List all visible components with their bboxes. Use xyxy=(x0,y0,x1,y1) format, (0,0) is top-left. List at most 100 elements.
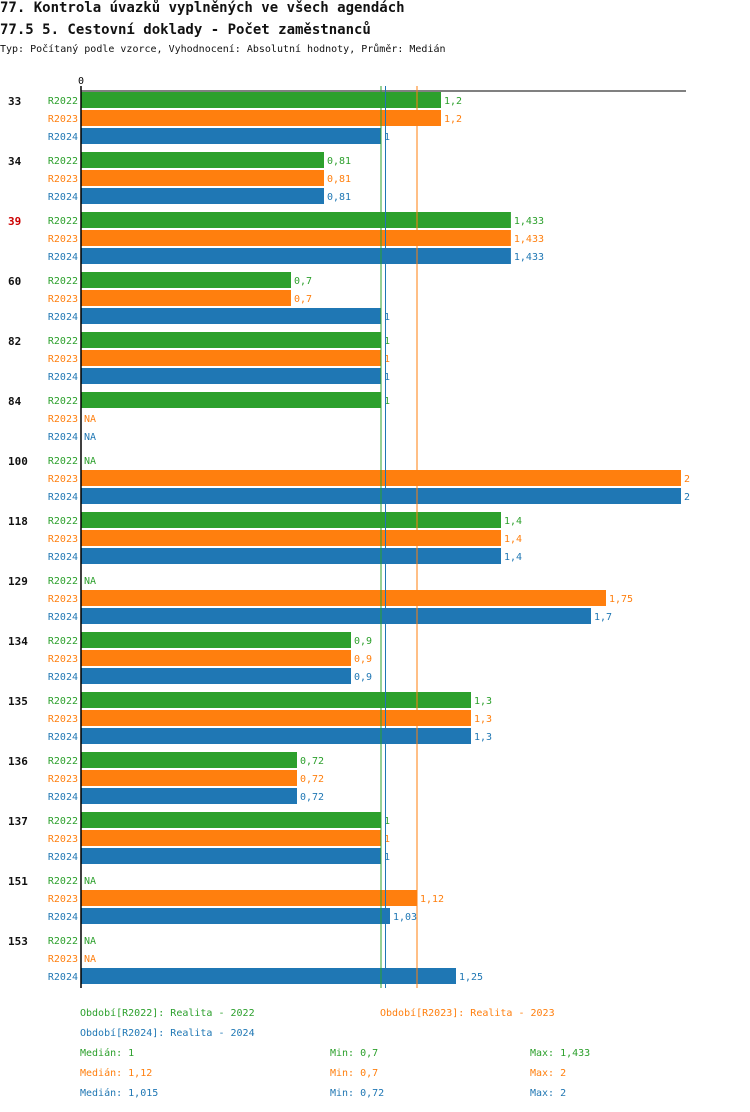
bar-135-R2023 xyxy=(81,710,471,726)
bar-151-R2024 xyxy=(81,908,390,924)
value-label-136-R2022: 0,72 xyxy=(300,756,324,767)
value-label-153-R2024: 1,25 xyxy=(459,972,483,983)
series-label-137-R2023: R2023 xyxy=(48,834,78,845)
series-label-39-R2023: R2023 xyxy=(48,234,78,245)
series-label-134-R2024: R2024 xyxy=(48,672,78,683)
value-label-118-R2024: 1,4 xyxy=(504,552,522,563)
chart-title: 77. Kontrola úvazků vyplněných ve všech … xyxy=(0,0,405,16)
series-label-136-R2022: R2022 xyxy=(48,756,78,767)
bar-34-R2024 xyxy=(81,188,324,204)
bar-137-R2023 xyxy=(81,830,381,846)
series-label-129-R2022: R2022 xyxy=(48,576,78,587)
bar-129-R2023 xyxy=(81,590,606,606)
bar-135-R2022 xyxy=(81,692,471,708)
series-label-39-R2024: R2024 xyxy=(48,252,78,263)
value-label-82-R2024: 1 xyxy=(384,372,390,383)
group-label-135: 135 xyxy=(8,695,28,708)
stat-median-r2024: Medián: 1,015 xyxy=(80,1088,159,1099)
series-label-137-R2024: R2024 xyxy=(48,852,78,863)
group-label-137: 137 xyxy=(8,815,28,828)
group-label-33: 33 xyxy=(8,95,21,108)
value-label-134-R2024: 0,9 xyxy=(354,672,372,683)
bar-60-R2024 xyxy=(81,308,381,324)
value-label-137-R2024: 1 xyxy=(384,852,390,863)
value-label-136-R2023: 0,72 xyxy=(300,774,324,785)
series-label-82-R2024: R2024 xyxy=(48,372,78,383)
value-label-34-R2022: 0,81 xyxy=(327,156,351,167)
bar-60-R2022 xyxy=(81,272,291,288)
series-label-82-R2022: R2022 xyxy=(48,336,78,347)
value-label-134-R2022: 0,9 xyxy=(354,636,372,647)
bar-34-R2023 xyxy=(81,170,324,186)
value-label-33-R2022: 1,2 xyxy=(444,96,462,107)
value-label-100-R2023: 2 xyxy=(684,474,690,485)
group-label-60: 60 xyxy=(8,275,21,288)
value-label-134-R2023: 0,9 xyxy=(354,654,372,665)
series-label-100-R2024: R2024 xyxy=(48,492,78,503)
bar-39-R2022 xyxy=(81,212,511,228)
series-label-84-R2024: R2024 xyxy=(48,432,78,443)
value-label-84-R2022: 1 xyxy=(384,396,390,407)
bar-chart: 0 33 R2022 1,2 R2023 1,2 R2024 134 R2022 0,81 R202… xyxy=(8,76,690,988)
value-label-129-R2023: 1,75 xyxy=(609,594,633,605)
series-label-34-R2023: R2023 xyxy=(48,174,78,185)
group-label-39: 39 xyxy=(8,215,21,228)
series-label-136-R2023: R2023 xyxy=(48,774,78,785)
value-label-39-R2022: 1,433 xyxy=(514,216,544,227)
series-label-84-R2023: R2023 xyxy=(48,414,78,425)
value-label-151-R2024: 1,03 xyxy=(393,912,417,923)
bar-33-R2022 xyxy=(81,92,441,108)
series-label-135-R2023: R2023 xyxy=(48,714,78,725)
value-label-137-R2023: 1 xyxy=(384,834,390,845)
value-label-39-R2024: 1,433 xyxy=(514,252,544,263)
legend-r2023: Období[R2023]: Realita - 2023 xyxy=(380,1008,555,1019)
bar-118-R2022 xyxy=(81,512,501,528)
stat-max-r2022: Max: 1,433 xyxy=(530,1048,591,1059)
value-label-100-R2022: NA xyxy=(84,456,96,467)
bar-134-R2022 xyxy=(81,632,351,648)
chart-subtitle: 77.5 5. Cestovní doklady - Počet zaměstn… xyxy=(0,22,371,38)
legend-r2022: Období[R2022]: Realita - 2022 xyxy=(80,1008,255,1019)
value-label-153-R2023: NA xyxy=(84,954,96,965)
bar-153-R2024 xyxy=(81,968,456,984)
group-label-134: 134 xyxy=(8,635,28,648)
series-label-136-R2024: R2024 xyxy=(48,792,78,803)
value-label-135-R2022: 1,3 xyxy=(474,696,492,707)
bar-129-R2024 xyxy=(81,608,591,624)
group-label-136: 136 xyxy=(8,755,28,768)
value-label-118-R2022: 1,4 xyxy=(504,516,522,527)
value-label-136-R2024: 0,72 xyxy=(300,792,324,803)
stat-max-r2023: Max: 2 xyxy=(530,1068,567,1079)
bar-118-R2024 xyxy=(81,548,501,564)
value-label-153-R2022: NA xyxy=(84,936,96,947)
bar-39-R2023 xyxy=(81,230,511,246)
series-label-33-R2022: R2022 xyxy=(48,96,78,107)
stat-max-r2024: Max: 2 xyxy=(530,1088,567,1099)
series-label-34-R2022: R2022 xyxy=(48,156,78,167)
stat-median-r2022: Medián: 1 xyxy=(80,1048,135,1059)
bar-134-R2023 xyxy=(81,650,351,666)
x-axis-origin-label: 0 xyxy=(78,76,84,87)
bar-136-R2023 xyxy=(81,770,297,786)
series-label-34-R2024: R2024 xyxy=(48,192,78,203)
series-label-129-R2023: R2023 xyxy=(48,594,78,605)
value-label-84-R2023: NA xyxy=(84,414,96,425)
value-label-60-R2024: 1 xyxy=(384,312,390,323)
value-label-33-R2023: 1,2 xyxy=(444,114,462,125)
series-label-134-R2023: R2023 xyxy=(48,654,78,665)
value-label-33-R2024: 1 xyxy=(384,132,390,143)
series-label-60-R2024: R2024 xyxy=(48,312,78,323)
bar-82-R2023 xyxy=(81,350,381,366)
value-label-100-R2024: 2 xyxy=(684,492,690,503)
value-label-82-R2022: 1 xyxy=(384,336,390,347)
series-label-151-R2022: R2022 xyxy=(48,876,78,887)
series-label-137-R2022: R2022 xyxy=(48,816,78,827)
value-label-84-R2024: NA xyxy=(84,432,96,443)
value-label-151-R2023: 1,12 xyxy=(420,894,444,905)
series-label-60-R2022: R2022 xyxy=(48,276,78,287)
series-label-153-R2022: R2022 xyxy=(48,936,78,947)
series-label-151-R2024: R2024 xyxy=(48,912,78,923)
bar-118-R2023 xyxy=(81,530,501,546)
series-label-151-R2023: R2023 xyxy=(48,894,78,905)
group-label-84: 84 xyxy=(8,395,22,408)
